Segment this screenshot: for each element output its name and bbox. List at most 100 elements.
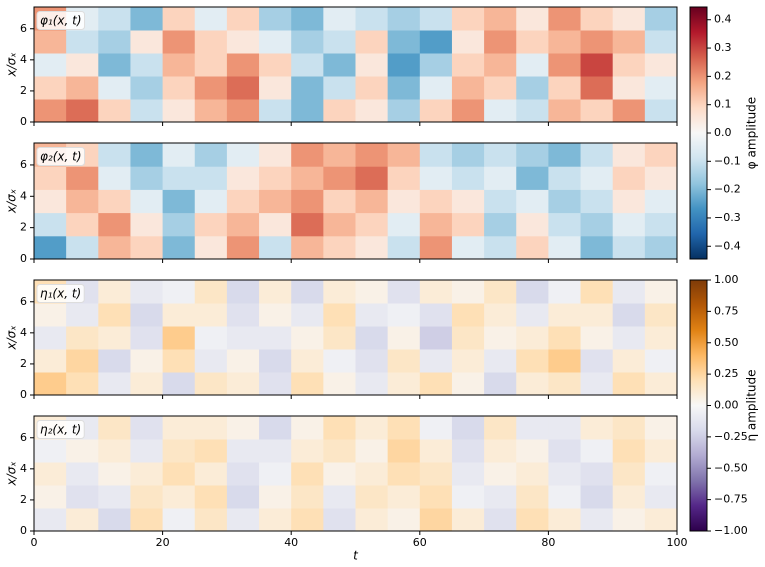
heat-cell [130, 53, 164, 77]
heat-cell [291, 30, 324, 54]
heat-cell [226, 280, 260, 304]
heat-cell [580, 508, 614, 532]
heat-cell [387, 99, 421, 123]
heat-cell [194, 416, 228, 440]
panel-label: φ₂(x, t) [40, 150, 82, 164]
heat-cell [644, 508, 678, 532]
heat-cell [516, 166, 549, 190]
heat-cell [612, 485, 646, 509]
heat-cell [291, 485, 324, 509]
heat-cell [419, 99, 453, 123]
colorbar-tick-label: −0.25 [714, 430, 748, 443]
heat-cell [226, 7, 260, 31]
heat-cell [162, 189, 196, 214]
heat-cell [580, 143, 614, 167]
heat-cell [516, 212, 549, 237]
heat-cell [419, 166, 453, 190]
heat-cell [516, 99, 549, 123]
x-axis-label: t [353, 549, 359, 563]
y-tick-label: 6 [20, 295, 27, 308]
heat-cell [130, 485, 164, 509]
heat-cell [291, 372, 324, 396]
heat-cell [194, 372, 228, 396]
heat-cell [548, 235, 582, 260]
y-tick-label: 4 [20, 53, 27, 66]
heat-cell [130, 372, 164, 396]
heat-cell [612, 212, 646, 237]
heat-cell [194, 212, 228, 237]
heat-cell [259, 7, 292, 31]
heat-cell [98, 349, 131, 373]
heat-cell [644, 349, 678, 373]
heat-cell [612, 53, 646, 77]
heat-cell [644, 372, 678, 396]
heat-cell [580, 235, 614, 260]
heat-cell [259, 189, 292, 214]
heat-cell [644, 326, 678, 350]
heat-cell [387, 30, 421, 54]
heat-cell [580, 99, 614, 123]
heat-cell [612, 303, 646, 327]
heat-cell [130, 189, 164, 214]
heat-cell [98, 326, 131, 350]
colorbar [689, 279, 708, 532]
panel-frame [33, 6, 678, 123]
heat-cell [98, 485, 131, 509]
heat-cell [419, 143, 453, 167]
heat-cell [162, 212, 196, 237]
heat-cell [34, 349, 67, 373]
heat-cell [419, 485, 453, 509]
y-tick-label: 2 [20, 493, 27, 506]
heat-cell [580, 416, 614, 440]
heat-cell [194, 30, 228, 54]
heat-cell [419, 212, 453, 237]
heat-cell [387, 326, 421, 350]
heat-cell [259, 326, 292, 350]
y-tick-label: 4 [20, 462, 27, 475]
heat-cell [580, 189, 614, 214]
heat-cell [451, 372, 485, 396]
heat-cell [644, 303, 678, 327]
heat-cell [387, 280, 421, 304]
heat-cell [162, 485, 196, 509]
heat-cell [226, 485, 260, 509]
heat-cell [34, 76, 67, 100]
heat-cell [291, 143, 324, 167]
heat-cell [66, 439, 99, 463]
heat-cell [291, 303, 324, 327]
heat-cell [162, 53, 196, 77]
heat-cell [162, 462, 196, 486]
colorbar [689, 6, 708, 260]
heat-cell [259, 349, 292, 373]
heat-cell [98, 508, 131, 532]
heat-cell [323, 372, 356, 396]
heat-cell [644, 439, 678, 463]
colorbar-tick-label: −0.4 [714, 239, 741, 252]
heat-cell [259, 416, 292, 440]
heat-cell [291, 166, 324, 190]
heat-cell [355, 166, 389, 190]
heat-cell [291, 7, 324, 31]
heat-cell [162, 439, 196, 463]
heat-cell [98, 416, 131, 440]
colorbar-tick-label: 0.4 [714, 13, 732, 26]
heat-cell [644, 76, 678, 100]
heat-cell [355, 280, 389, 304]
colorbar-tick-label: 0.3 [714, 41, 732, 54]
heat-cell [226, 462, 260, 486]
heat-cell [162, 99, 196, 123]
heat-cell [226, 99, 260, 123]
heat-cell [226, 212, 260, 237]
heat-cell [226, 439, 260, 463]
heat-cell [226, 303, 260, 327]
heat-cell [34, 189, 67, 214]
heat-cell [484, 508, 517, 532]
heat-cell [644, 416, 678, 440]
heat-cell [323, 349, 356, 373]
heat-cell [259, 280, 292, 304]
heat-cell [612, 372, 646, 396]
heat-cell [34, 462, 67, 486]
heat-cell [162, 326, 196, 350]
y-tick-label: 4 [20, 326, 27, 339]
heat-cell [291, 280, 324, 304]
